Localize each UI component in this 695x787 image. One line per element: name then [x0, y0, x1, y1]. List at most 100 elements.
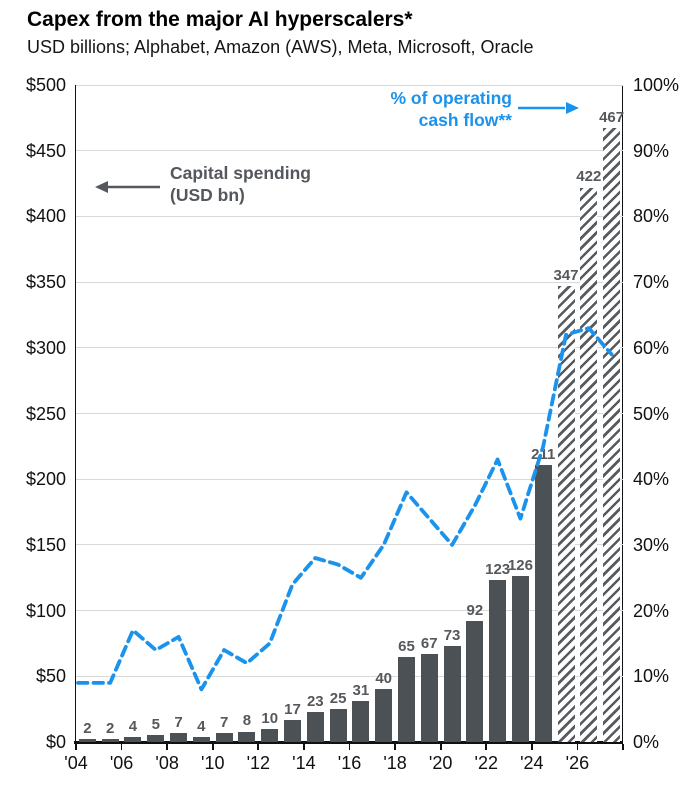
- bar-value-label-2007: 5: [151, 716, 160, 734]
- plot-area: 2 2 4 5 7 4 7 8 10 17 23 25 31 40 65 67 73 92 123 126 211 347…: [76, 84, 624, 742]
- bar-2013: [284, 719, 302, 742]
- capital-spending-arrow-head: [95, 181, 108, 193]
- ocf-annotation-line2: cash flow**: [418, 110, 512, 130]
- y-axis-label-right-90: 90%: [633, 140, 670, 161]
- bar-2008: [170, 732, 188, 742]
- x-axis-label-2004: '04: [64, 753, 88, 773]
- bar-2019: [420, 653, 438, 742]
- x-tick-2014: [303, 743, 305, 750]
- bar-value-label-2008: 7: [174, 713, 183, 731]
- bar-2010: [215, 732, 233, 742]
- x-tick-2016: [348, 743, 351, 750]
- x-tick-2012: [257, 743, 260, 750]
- bar-2014: [306, 711, 324, 742]
- x-axis-label-2006: '06: [109, 753, 134, 773]
- bar-2024: [534, 464, 552, 742]
- bar-2012: [261, 728, 279, 742]
- y-axis-label-right-50: 50%: [633, 403, 670, 424]
- y-axis-label-left-350: $350: [25, 272, 66, 293]
- x-axis-line: [74, 741, 623, 744]
- y-axis-label-left-450: $450: [25, 140, 66, 161]
- y-axis-label-left-200: $200: [25, 469, 66, 490]
- x-tick-2020: [439, 743, 442, 750]
- x-tick-2026: [576, 743, 579, 750]
- x-axis-label-2024: '24: [520, 753, 544, 773]
- bar-2011: [238, 731, 256, 742]
- bar-2025: [557, 286, 575, 742]
- x-tick-2010: [211, 743, 214, 750]
- y-axis-label-left-300: $300: [25, 337, 66, 358]
- x-tick-axis-end: [622, 743, 624, 750]
- x-tick-2008: [166, 743, 169, 750]
- y-axis-label-right-0: 0%: [633, 732, 660, 752]
- y-axis-label-left-0: $0: [45, 732, 66, 752]
- y-axis-label-right-30: 30%: [633, 534, 670, 555]
- ocf-line-path: [76, 326, 614, 692]
- x-axis-label-2020: '20: [428, 753, 453, 773]
- capital-spending-annotation-line2: (USD bn): [170, 185, 245, 205]
- bar-value-label-2010: 7: [219, 713, 229, 731]
- gridline-50pct: [76, 413, 623, 414]
- bar-2006: [124, 736, 142, 742]
- y-axis-label-right-80: 80%: [633, 206, 670, 227]
- x-axis-label-2010: '10: [201, 753, 225, 773]
- bar-value-label-2027: 467: [599, 109, 625, 127]
- bar-2005: [101, 739, 119, 742]
- bar-2004: [78, 739, 96, 742]
- y-axis-label-right-20: 20%: [633, 600, 670, 621]
- ocf-annotation: % of operating cash flow**: [320, 87, 512, 131]
- capital-spending-annotation-line1: Capital spending: [170, 163, 311, 183]
- left-axis-line: [74, 85, 77, 742]
- y-axis-label-right-40: 40%: [633, 469, 670, 490]
- capital-spending-annotation: Capital spending (USD bn): [170, 162, 311, 206]
- gridline-100pct: [76, 84, 623, 86]
- y-axis-label-left-400: $400: [25, 206, 66, 227]
- chart-title: Capex from the major AI hyperscalers*: [27, 8, 413, 31]
- bar-value-label-2004: 2: [83, 720, 92, 738]
- bar-2027: [603, 128, 621, 742]
- bar-value-label-2012: 10: [261, 709, 279, 727]
- bar-2026: [580, 187, 598, 742]
- bar-value-label-2026: 422: [576, 168, 602, 186]
- x-axis-label-2018: '18: [383, 753, 407, 773]
- bar-2007: [147, 735, 165, 742]
- x-axis-label-2022: '22: [474, 753, 498, 773]
- bar-2023: [511, 576, 529, 742]
- bar-2022: [489, 580, 507, 742]
- bar-value-label-2014: 23: [306, 692, 324, 710]
- x-axis-label-2008: '08: [155, 753, 179, 773]
- ocf-annotation-line1: % of operating: [390, 88, 512, 108]
- bar-value-label-2015: 25: [329, 690, 347, 708]
- y-axis-label-right-100: 100%: [633, 75, 680, 95]
- y-axis-label-right-10: 10%: [633, 666, 670, 687]
- x-tick-2018: [394, 743, 396, 750]
- x-axis-label-2026: '26: [565, 753, 590, 773]
- bar-value-label-2013: 17: [284, 700, 301, 718]
- chart-subtitle: USD billions; Alphabet, Amazon (AWS), Me…: [27, 37, 534, 57]
- bar-2020: [443, 646, 461, 742]
- y-axis-label-left-150: $150: [25, 534, 66, 555]
- y-axis-label-right-60: 60%: [633, 337, 670, 358]
- gridline-90pct: [76, 150, 623, 152]
- bar-value-label-2006: 4: [128, 717, 138, 735]
- bar-2009: [192, 736, 210, 742]
- x-tick-2022: [485, 743, 488, 750]
- bar-value-label-2005: 2: [106, 720, 115, 738]
- y-axis-label-left-50: $50: [35, 666, 66, 687]
- bar-value-label-2011: 8: [242, 712, 252, 730]
- bar-2018: [397, 656, 415, 742]
- y-axis-label-left-100: $100: [25, 600, 66, 621]
- x-tick-2006: [120, 743, 123, 750]
- y-axis-label-left-500: $500: [25, 75, 66, 95]
- bar-2017: [375, 689, 393, 742]
- bar-2016: [352, 701, 370, 742]
- bar-2015: [329, 709, 347, 742]
- bar-2021: [466, 621, 484, 742]
- x-tick-2004: [75, 743, 77, 750]
- y-axis-label-right-70: 70%: [633, 272, 670, 293]
- y-axis-label-left-250: $250: [25, 403, 66, 424]
- bar-value-label-2025: 347: [553, 267, 579, 285]
- gridline-60pct: [76, 347, 623, 349]
- x-axis-label-2016: '16: [337, 753, 362, 773]
